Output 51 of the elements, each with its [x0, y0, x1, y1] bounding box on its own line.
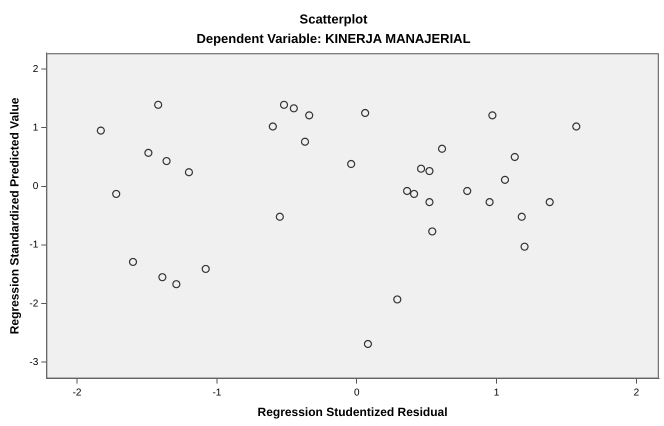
point — [184, 168, 194, 176]
point — [485, 198, 494, 206]
point — [425, 198, 434, 206]
x-tick-label: -2 — [72, 387, 82, 398]
point — [428, 227, 436, 236]
point — [572, 122, 580, 131]
point — [290, 104, 298, 112]
point — [276, 212, 284, 221]
x-tick-label: 2 — [634, 387, 640, 398]
point — [510, 152, 519, 162]
point — [364, 340, 372, 348]
y-tick-label: 1 — [32, 122, 39, 134]
y-tick-label: 2 — [32, 64, 39, 75]
point — [268, 122, 277, 131]
point — [128, 258, 138, 266]
y-tick-label: -1 — [29, 240, 39, 251]
point — [347, 160, 356, 168]
x-axis-title: Regression Studentized Residual — [258, 405, 448, 420]
point — [96, 126, 105, 135]
point — [488, 111, 496, 120]
y-tick-label: -2 — [29, 298, 39, 310]
point — [402, 186, 412, 196]
point — [518, 212, 526, 221]
chart-subtitle: Dependent Variable: KINERJA MANAJERIAL — [196, 30, 471, 46]
point — [416, 164, 426, 173]
chart-title: Scatterplot — [300, 11, 368, 26]
point — [463, 186, 472, 196]
x-tick-label: -1 — [212, 387, 222, 398]
point — [393, 295, 402, 304]
point — [112, 190, 120, 198]
point — [162, 156, 171, 166]
point — [154, 100, 162, 109]
y-tick-label: 0 — [32, 181, 39, 192]
x-tick-label: 1 — [494, 387, 500, 398]
point — [438, 144, 446, 153]
point — [202, 264, 210, 274]
point — [546, 198, 554, 206]
point — [500, 176, 510, 184]
y-tick-label: -3 — [29, 356, 39, 368]
x-tick-label: 0 — [354, 387, 360, 398]
point — [305, 111, 314, 120]
point — [280, 100, 288, 109]
point — [410, 190, 418, 198]
point — [144, 148, 152, 157]
y-axis-title: Regression Standardized Predicted Value — [8, 97, 22, 334]
point — [300, 138, 310, 146]
point — [361, 108, 370, 118]
point — [158, 273, 166, 282]
point — [520, 242, 529, 251]
point — [425, 166, 434, 176]
point — [172, 280, 180, 288]
